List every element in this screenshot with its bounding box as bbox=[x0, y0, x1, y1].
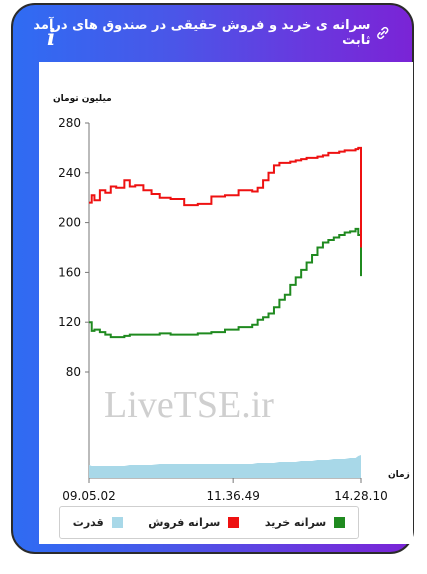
y-tick-label: 160 bbox=[58, 265, 81, 279]
chart-svg: میلیون تومان زمان LiveTSE.ir 80 120 160 200… bbox=[53, 94, 410, 503]
legend-swatch-buy bbox=[334, 517, 346, 528]
x-axis-title: زمان bbox=[388, 470, 410, 480]
chart-title: سرانه ی خرید و فروش حقیقی در صندوق های د… bbox=[33, 18, 371, 48]
y-axis-title: میلیون تومان bbox=[53, 94, 112, 104]
legend-label-power: قدرت bbox=[72, 516, 104, 529]
x-tick-label: 11.36.49 bbox=[206, 489, 259, 503]
legend-item-sell[interactable]: سرانه فروش bbox=[148, 516, 240, 529]
legend-item-power[interactable]: قدرت bbox=[73, 516, 123, 529]
legend-swatch-sell bbox=[228, 517, 240, 528]
series-line-buy bbox=[89, 227, 362, 339]
y-tick-label: 280 bbox=[58, 116, 81, 130]
x-tick-label: 09.05.02 bbox=[62, 489, 115, 503]
y-tick-label: 240 bbox=[58, 166, 81, 180]
chart-panel: میلیون تومان زمان LiveTSE.ir 80 120 160 200… bbox=[39, 62, 413, 544]
y-tick-label: 200 bbox=[58, 216, 81, 230]
chart-legend: سرانه خرید سرانه فروش قدرت bbox=[59, 506, 359, 539]
chart-card: سرانه ی خرید و فروش حقیقی در صندوق های د… bbox=[11, 3, 414, 554]
card-header: سرانه ی خرید و فروش حقیقی در صندوق های د… bbox=[13, 5, 412, 61]
info-icon[interactable]: i bbox=[47, 25, 56, 51]
series-area-power bbox=[89, 455, 361, 478]
legend-swatch-power bbox=[111, 517, 123, 528]
legend-item-buy[interactable]: سرانه خرید bbox=[264, 516, 346, 529]
legend-label-buy: سرانه خرید bbox=[264, 516, 327, 529]
link-icon[interactable] bbox=[376, 26, 390, 40]
x-tick-label: 14.28.10 bbox=[334, 489, 387, 503]
legend-label-sell: سرانه فروش bbox=[148, 516, 221, 529]
watermark: LiveTSE.ir bbox=[104, 384, 274, 426]
y-tick-label: 120 bbox=[58, 315, 81, 329]
series-line-sell bbox=[89, 146, 362, 248]
y-tick-label: 80 bbox=[66, 365, 81, 379]
